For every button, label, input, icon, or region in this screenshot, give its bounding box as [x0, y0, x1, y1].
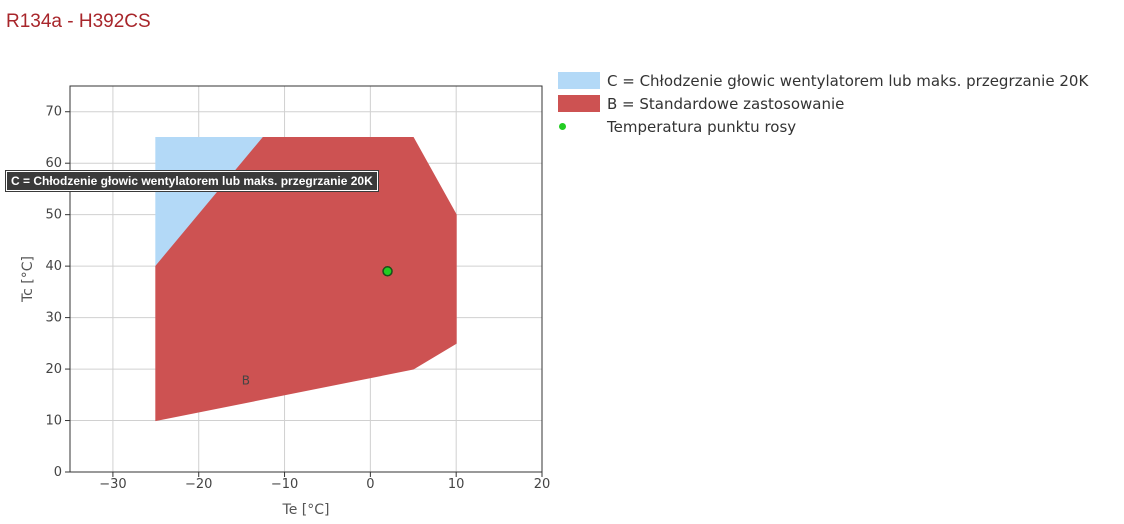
y-tick-label-4: 40	[45, 259, 62, 274]
legend-swatch-dewpoint	[558, 118, 600, 135]
y-tick-label-5: 50	[45, 208, 62, 223]
y-tick-label-2: 20	[45, 362, 62, 377]
y-axis-title: Tc [°C]	[20, 256, 36, 303]
legend-item-dewpoint[interactable]: Temperatura punktu rosy	[558, 115, 1088, 138]
y-tick-label-1: 10	[45, 414, 62, 429]
region-label-1: B	[242, 374, 250, 388]
dewpoint-marker-0	[382, 266, 393, 277]
legend-item-c[interactable]: C = Chłodzenie głowic wentylatorem lub m…	[558, 69, 1088, 92]
legend-swatch-b	[558, 95, 600, 112]
plot-frame	[69, 85, 543, 473]
legend-label-b: B = Standardowe zastosowanie	[607, 94, 845, 113]
x-tick-label-5: 20	[534, 477, 551, 492]
y-tick-label-6: 60	[45, 156, 62, 171]
x-tick-label-0: −30	[99, 477, 126, 492]
hover-tooltip: C = Chłodzenie głowic wentylatorem lub m…	[5, 170, 379, 192]
legend: C = Chłodzenie głowic wentylatorem lub m…	[558, 69, 1088, 138]
x-tick-label-3: 0	[366, 477, 374, 492]
legend-swatch-c	[558, 72, 600, 89]
x-tick-label-4: 10	[448, 477, 465, 492]
chart-title: R134a - H392CS	[6, 11, 151, 32]
x-tick-label-2: −10	[271, 477, 298, 492]
legend-label-c: C = Chłodzenie głowic wentylatorem lub m…	[607, 71, 1089, 90]
legend-label-dewpoint: Temperatura punktu rosy	[607, 117, 797, 136]
x-axis-title: Te [°C]	[282, 502, 330, 518]
x-tick-label-1: −20	[185, 477, 212, 492]
y-tick-label-3: 30	[45, 311, 62, 326]
y-tick-label-0: 0	[54, 465, 62, 480]
legend-item-b[interactable]: B = Standardowe zastosowanie	[558, 92, 1088, 115]
legend-dot-icon	[559, 123, 566, 130]
y-tick-label-7: 70	[45, 105, 62, 120]
region-1	[155, 136, 457, 422]
